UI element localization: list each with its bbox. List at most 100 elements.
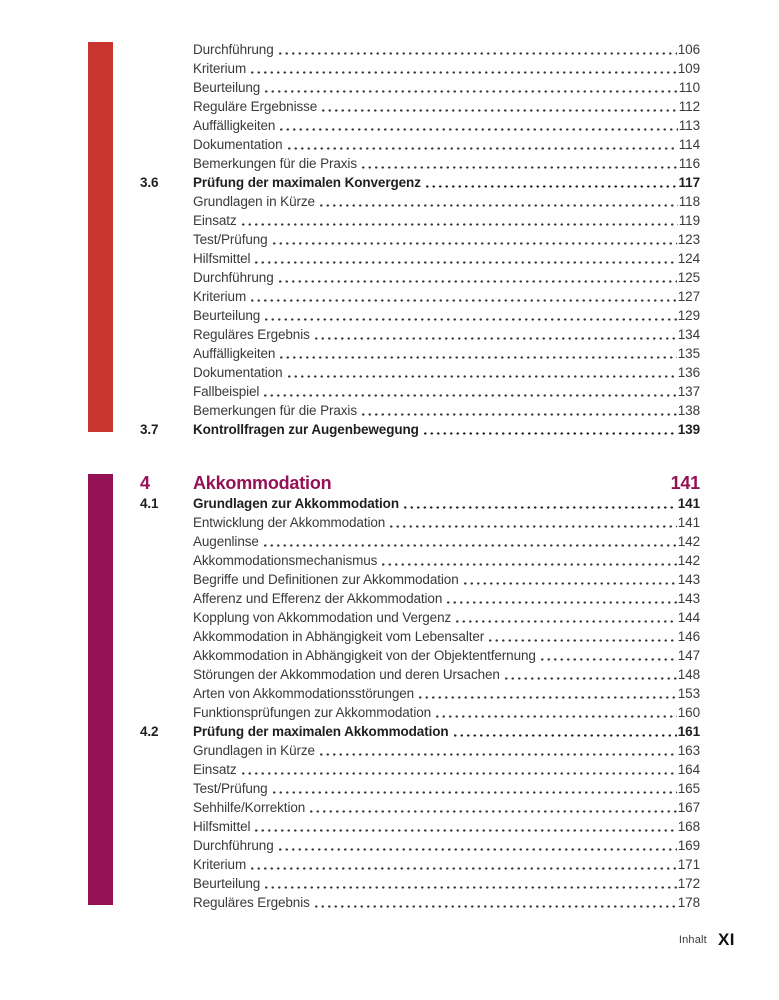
entry-title: Arten von Akkommodationsstörungen [193, 686, 415, 701]
entry-page-number: 161 [677, 724, 700, 739]
entry-page-number: 124 [677, 251, 700, 266]
dot-leader [263, 90, 678, 93]
dot-leader [285, 375, 677, 378]
toc-entry: Kriterium 171 [140, 855, 700, 874]
entry-title: Grundlagen in Kürze [193, 194, 315, 209]
toc-entry: Akkommodation in Abhängigkeit von der Ob… [140, 646, 700, 665]
toc-entry: Dokumentation 114 [140, 135, 700, 154]
toc-entry: Arten von Akkommodationsstörungen 153 [140, 684, 700, 703]
entry-section-number: 3.6 [140, 175, 159, 190]
chapter-page-number: 141 [670, 473, 701, 493]
entry-title: Durchführung [193, 42, 274, 57]
entry-page-number: 119 [678, 213, 700, 228]
dot-leader [421, 432, 677, 435]
toc-entry: Afferenz und Efferenz der Akkommodation 1… [140, 589, 700, 608]
entry-page-number: 113 [678, 118, 700, 133]
dot-leader [380, 563, 677, 566]
entry-title: Dokumentation [193, 365, 283, 380]
entry-title: Fallbeispiel [193, 384, 260, 399]
entry-title: Akkommodationsmechanismus [193, 553, 378, 568]
entry-title: Entwicklung der Akkommodation [193, 515, 386, 530]
dot-leader [308, 810, 677, 813]
entry-title: Prüfung der maximalen Akkommodation [193, 724, 449, 739]
entry-page-number: 129 [677, 308, 700, 323]
entry-page-number: 165 [677, 781, 700, 796]
entry-section-number: 4.2 [140, 724, 159, 739]
dot-leader [434, 715, 677, 718]
toc-entry: Grundlagen in Kürze 163 [140, 741, 700, 760]
entry-section-number: 3.7 [140, 422, 159, 437]
toc-entry: Kopplung von Akkommodation und Vergenz 14… [140, 608, 700, 627]
dot-leader [263, 318, 677, 321]
toc-entry: 3.7 Kontrollfragen zur Augenbewegung 139 [140, 420, 700, 439]
dot-leader [417, 696, 677, 699]
toc-entry: Auffälligkeiten 113 [140, 116, 700, 135]
entry-page-number: 168 [677, 819, 700, 834]
toc-entry: Störungen der Akkommodation und deren Ur… [140, 665, 700, 684]
dot-leader [451, 734, 677, 737]
entry-page-number: 138 [677, 403, 700, 418]
entry-page-number: 118 [678, 194, 700, 209]
toc-entry: Hilfsmittel 168 [140, 817, 700, 836]
entry-page-number: 148 [677, 667, 700, 682]
toc-entry: Akkommodationsmechanismus 142 [140, 551, 700, 570]
toc-entry: Sehhilfe/Korrektion 167 [140, 798, 700, 817]
chapter-4-color-bar [88, 474, 113, 905]
dot-leader [502, 677, 677, 680]
dot-leader [262, 394, 677, 397]
toc-entry: Durchführung 106 [140, 40, 700, 59]
dot-leader [359, 413, 677, 416]
toc-entry: Entwicklung der Akkommodation 141 [140, 513, 700, 532]
entry-page-number: 143 [677, 591, 700, 606]
toc-entry: Fallbeispiel 137 [140, 382, 700, 401]
dot-leader [278, 128, 678, 131]
entry-title: Durchführung [193, 838, 274, 853]
toc-entry: Beurteilung 110 [140, 78, 700, 97]
entry-page-number: 164 [677, 762, 700, 777]
dot-leader [312, 905, 677, 908]
entry-title: Störungen der Akkommodation und deren Ur… [193, 667, 500, 682]
entry-section-number: 4.1 [140, 496, 159, 511]
chapter-3-color-bar [88, 42, 113, 432]
entry-title: Beurteilung [193, 876, 261, 891]
entry-title: Afferenz und Efferenz der Akkommodation [193, 591, 443, 606]
entry-title: Reguläres Ergebnis [193, 327, 310, 342]
entry-page-number: 146 [677, 629, 700, 644]
dot-leader [317, 753, 677, 756]
footer-page-number: XI [717, 930, 735, 949]
entry-page-number: 142 [677, 534, 700, 549]
entry-page-number: 141 [677, 496, 700, 511]
entry-title: Kriterium [193, 61, 247, 76]
toc-entry: Einsatz 119 [140, 211, 700, 230]
toc-entry: Auffälligkeiten 135 [140, 344, 700, 363]
toc-entry: Bemerkungen für die Praxis 116 [140, 154, 700, 173]
dot-leader [249, 299, 677, 302]
toc-entry: Augenlinse 142 [140, 532, 700, 551]
dot-leader [253, 261, 677, 264]
toc-rows-chapter-3: Durchführung 106 Kriterium 109 Beurteilung 11… [140, 40, 700, 439]
entry-title: Begriffe und Definitionen zur Akkommodat… [193, 572, 459, 587]
entry-page-number: 110 [678, 80, 700, 95]
entry-page-number: 135 [677, 346, 700, 361]
toc-entry: Funktionsprüfungen zur Akkommodation 160 [140, 703, 700, 722]
entry-title: Kontrollfragen zur Augenbewegung [193, 422, 419, 437]
entry-page-number: 144 [677, 610, 700, 625]
page-footer: Inhalt XI [679, 930, 735, 950]
entry-page-number: 127 [677, 289, 700, 304]
toc-entry: Test/Prüfung 123 [140, 230, 700, 249]
toc-entry: Einsatz 164 [140, 760, 700, 779]
entry-title: Beurteilung [193, 308, 261, 323]
chapter-number: 4 [140, 473, 150, 493]
entry-title: Bemerkungen für die Praxis [193, 156, 357, 171]
entry-page-number: 137 [677, 384, 700, 399]
entry-title: Prüfung der maximalen Konvergenz [193, 175, 421, 190]
entry-page-number: 112 [678, 99, 700, 114]
toc-entry: 4.2 Prüfung der maximalen Akkommodation 16… [140, 722, 700, 741]
dot-leader [445, 601, 677, 604]
entry-page-number: 117 [678, 175, 701, 190]
dot-leader [285, 147, 678, 150]
dot-leader [538, 658, 677, 661]
dot-leader [263, 886, 677, 889]
toc-entry: 3.6 Prüfung der maximalen Konvergenz 117 [140, 173, 700, 192]
entry-title: Akkommodation in Abhängigkeit vom Lebens… [193, 629, 485, 644]
